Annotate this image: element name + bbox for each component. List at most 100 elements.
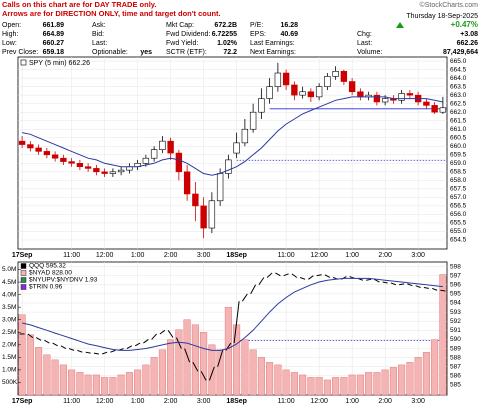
field-label: Ask: xyxy=(92,22,106,29)
change-pct: +0.47% xyxy=(451,20,478,29)
y-tick-label: 664.0 xyxy=(450,75,467,82)
volume-bar xyxy=(389,367,397,396)
y-tick-label: 663.0 xyxy=(450,92,467,99)
price-bar xyxy=(324,274,331,278)
price-bar xyxy=(101,351,108,355)
volume-bar xyxy=(299,374,307,396)
candle-body xyxy=(93,168,100,173)
field-label: Prev Close: xyxy=(2,49,38,56)
candle-body xyxy=(431,105,438,113)
y-tick-label: 598 xyxy=(450,263,461,270)
field-label: Last: xyxy=(357,40,372,47)
y2-tick-label: 3.0M xyxy=(2,316,16,323)
volume-bar xyxy=(92,374,100,396)
volume-bar xyxy=(84,374,92,396)
legend-label: QQQ 595.32 xyxy=(29,263,66,270)
price-bar xyxy=(308,275,314,280)
field-label: Fwd Yield: xyxy=(166,40,198,47)
price-bar xyxy=(44,339,50,344)
legend-label: $NYUPV:$NYDNV 1.93 xyxy=(29,277,98,284)
price-bar xyxy=(143,339,149,344)
candle-body xyxy=(233,142,240,154)
y-tick-label: 591 xyxy=(450,327,461,334)
price-bar xyxy=(192,361,199,372)
candle-body xyxy=(183,171,191,195)
price-bar xyxy=(60,345,67,349)
candle-body xyxy=(398,93,405,101)
price-bar xyxy=(291,273,298,278)
candle-body xyxy=(423,101,430,106)
y2-tick-label: 1.5M xyxy=(2,354,16,361)
volume-bar xyxy=(191,324,199,396)
field-label: Fwd Dividend: xyxy=(166,31,210,38)
volume-bar xyxy=(257,357,265,396)
y-tick-label: 655.0 xyxy=(450,228,467,235)
price-bar xyxy=(241,293,248,302)
x-tick-label: 17Sep xyxy=(12,252,33,259)
notice: Arrows are for DIRECTION ONLY, time and … xyxy=(2,9,221,18)
field-value: 72.2 xyxy=(223,49,237,56)
price-bar xyxy=(275,272,281,277)
x-tick-label: 1:00 xyxy=(345,398,359,405)
x-tick-label: 18Sep xyxy=(226,252,247,259)
volume-bar xyxy=(76,372,84,396)
field-label: Mkt Cap: xyxy=(166,22,194,29)
price-bar xyxy=(258,277,265,286)
y-tick-label: 661.0 xyxy=(450,126,467,133)
volume-bar xyxy=(109,377,117,396)
y-tick-label: 654.5 xyxy=(450,237,467,244)
y-tick-label: 592 xyxy=(450,318,461,325)
volume-bar xyxy=(175,329,183,396)
price-bar xyxy=(27,333,34,339)
field-label: Low: xyxy=(2,40,17,47)
price-bar xyxy=(390,282,397,286)
candle-body xyxy=(51,154,59,159)
volume-bar xyxy=(422,352,430,396)
y-tick-label: 657.5 xyxy=(450,186,467,193)
y-tick-label: 660.5 xyxy=(450,134,467,141)
price-bar xyxy=(68,348,75,351)
price-bar xyxy=(415,285,421,288)
candle-body xyxy=(216,173,224,202)
legend-swatch xyxy=(20,263,27,269)
field-value: 662.26 xyxy=(457,40,479,47)
legend-swatch xyxy=(20,277,27,283)
field-value: +3.08 xyxy=(460,31,478,38)
x-tick-label: 3:00 xyxy=(197,252,211,259)
y-tick-label: 659.5 xyxy=(450,152,467,159)
x-tick-label: 12:00 xyxy=(310,398,328,405)
volume-bar xyxy=(406,362,414,396)
date: Thursday 18-Sep-2025 xyxy=(406,13,478,20)
legend-label: $NYAD 828.00 xyxy=(29,270,72,277)
x-tick-label: 12:00 xyxy=(96,252,114,259)
y-tick-label: 655.5 xyxy=(450,220,467,227)
price-bar xyxy=(175,337,182,349)
x-tick-label: 11:00 xyxy=(278,252,295,259)
price-bar xyxy=(85,351,91,354)
candle-body xyxy=(200,205,207,229)
candle-body xyxy=(18,140,26,145)
up-arrow xyxy=(396,22,404,28)
field-label: Optionable: xyxy=(92,49,128,56)
price-bar xyxy=(208,366,215,381)
candle-body xyxy=(274,72,282,87)
field-value: 661.89 xyxy=(43,22,65,29)
y2-tick-label: 4.5M xyxy=(2,279,16,286)
candle-body xyxy=(291,84,298,96)
volume-bar xyxy=(35,347,43,396)
price-bar xyxy=(77,349,83,353)
candle-body xyxy=(373,94,381,103)
price-bar xyxy=(382,281,388,284)
volume-bar xyxy=(18,314,26,396)
y-tick-label: 596 xyxy=(450,281,461,288)
volume-bar xyxy=(216,349,224,396)
volume-bar xyxy=(51,359,59,396)
volume-bar xyxy=(414,357,422,396)
candle-body xyxy=(35,147,42,152)
field-value: 664.89 xyxy=(43,31,65,38)
candle-body xyxy=(43,151,51,156)
volume-bar xyxy=(323,379,331,396)
y-tick-label: 593 xyxy=(450,309,461,316)
volume-bar xyxy=(125,372,133,396)
field-value: 672.2B xyxy=(214,22,237,29)
